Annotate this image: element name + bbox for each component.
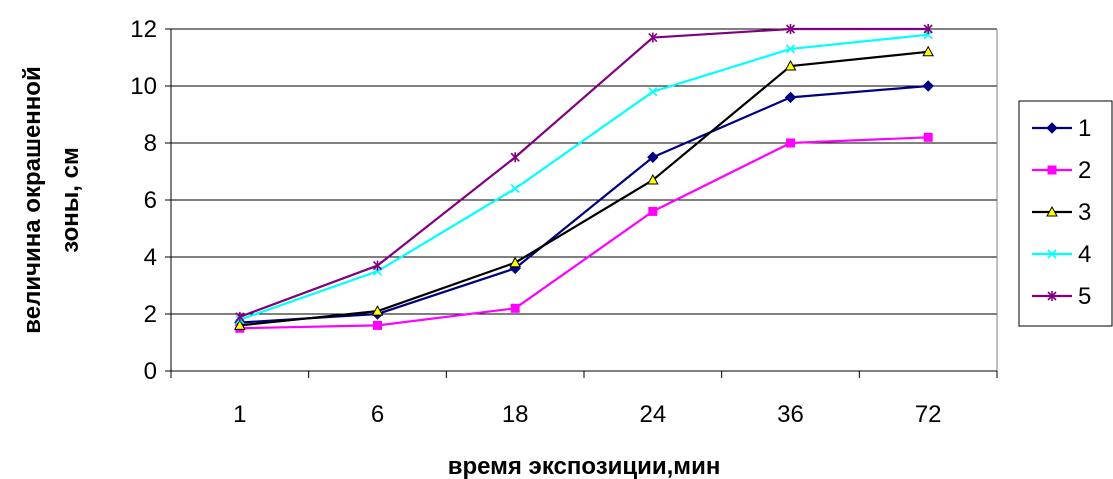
- series-line: [239, 50, 929, 327]
- gridlines: [171, 28, 997, 315]
- x-tick-label: 24: [639, 401, 666, 428]
- data-point: [1046, 205, 1058, 217]
- legend-label: 3: [1078, 199, 1091, 226]
- data-point: [923, 132, 933, 142]
- legend-item-4: 4: [1032, 241, 1091, 268]
- data-point: [1046, 122, 1058, 134]
- legend-item-1: 1: [1032, 115, 1091, 142]
- y-tick-label: 12: [130, 16, 157, 43]
- data-point: [784, 91, 797, 104]
- y-tick-label: 0: [144, 358, 157, 385]
- x-axis-title: время экспозиции,мин: [448, 453, 721, 479]
- data-point: [648, 32, 658, 43]
- data-point: [233, 319, 246, 330]
- data-point: [371, 305, 384, 316]
- y-axis-title-line-1: величина окрашенной: [19, 66, 46, 333]
- legend-label: 1: [1078, 115, 1091, 142]
- data-point: [509, 256, 522, 268]
- series-3: [233, 45, 935, 330]
- data-point: [922, 45, 935, 57]
- data-point: [510, 184, 520, 194]
- data-point: [372, 260, 383, 271]
- series-5: [235, 24, 933, 322]
- y-axis-title-line-2: зоны, см: [57, 147, 84, 252]
- legend-label: 2: [1078, 157, 1091, 184]
- data-point: [648, 87, 658, 97]
- data-point: [373, 320, 382, 330]
- series-1: [234, 80, 934, 329]
- x-tick-labels: 1 6 18 24 36 72: [233, 401, 941, 428]
- series-line: [239, 136, 929, 330]
- y-tick-label: 2: [144, 301, 157, 328]
- x-tick-label: 18: [502, 401, 529, 428]
- series-lines: [233, 24, 935, 333]
- x-tick-label: 72: [915, 401, 942, 428]
- series-2: [235, 132, 933, 333]
- y-tick-label: 8: [144, 130, 157, 157]
- data-point: [1047, 249, 1057, 259]
- legend: 1 2 3 4 5: [1018, 100, 1113, 327]
- legend-item-5: 5: [1032, 283, 1091, 310]
- data-point: [510, 303, 520, 313]
- y-tick-labels: 0 2 4 6 8 10 12: [130, 16, 157, 385]
- series-line: [239, 84, 929, 324]
- data-point: [784, 60, 797, 71]
- y-tick-label: 10: [130, 73, 157, 100]
- legend-item-3: 3: [1032, 199, 1091, 226]
- y-tick-label: 6: [144, 187, 157, 214]
- x-tick-label: 1: [233, 401, 246, 428]
- data-point: [647, 151, 659, 163]
- data-point: [646, 174, 659, 185]
- x-tick-label: 6: [371, 401, 384, 428]
- legend-label: 4: [1078, 241, 1091, 268]
- data-point: [785, 24, 796, 34]
- data-point: [1047, 291, 1057, 301]
- data-point: [510, 152, 520, 163]
- axes: [165, 28, 998, 378]
- legend-box: [1018, 100, 1113, 327]
- data-point: [235, 311, 245, 322]
- series-line: [239, 33, 929, 321]
- x-tick-label: 36: [777, 401, 804, 428]
- y-tick-label: 4: [144, 244, 157, 271]
- series-line: [239, 27, 929, 318]
- data-point: [1047, 165, 1057, 175]
- data-point: [648, 206, 658, 216]
- data-point: [786, 138, 795, 148]
- data-point: [922, 80, 934, 92]
- data-point: [923, 24, 933, 34]
- legend-label: 5: [1078, 283, 1091, 310]
- legend-item-2: 2: [1032, 157, 1091, 184]
- data-point: [785, 44, 796, 54]
